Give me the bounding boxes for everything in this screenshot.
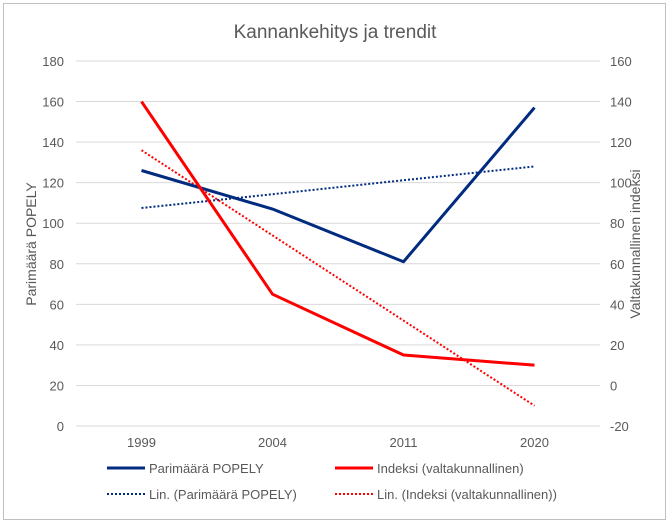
y-left-tick-label: 140	[42, 135, 64, 150]
chart-title: Kannankehitys ja trendit	[234, 22, 438, 43]
y-left-tick-label: 160	[42, 95, 64, 110]
legend-label: Parimäärä POPELY	[149, 461, 264, 476]
y-right-tick-label: 60	[610, 257, 624, 272]
y-left-tick-label: 180	[42, 54, 64, 69]
y-left-tick-label: 60	[50, 297, 64, 312]
y-left-tick-label: 80	[50, 257, 64, 272]
y-right-tick-label: 40	[610, 297, 624, 312]
y-left-axis-label: Parimäärä POPELY	[23, 182, 39, 306]
x-tick-label: 2004	[258, 435, 287, 450]
series-line	[141, 106, 536, 264]
y-left-tick-label: 100	[42, 216, 64, 231]
legend-label: Lin. (Parimäärä POPELY)	[149, 487, 297, 502]
y-right-tick-label: 0	[610, 378, 617, 393]
y-right-tick-label: 120	[610, 135, 632, 150]
y-right-tick-label: 100	[610, 176, 632, 191]
y-left-tick-label: 20	[50, 378, 64, 393]
y-right-tick-label: 140	[610, 95, 632, 110]
legend-label: Lin. (Indeksi (valtakunnallinen))	[377, 487, 557, 502]
legend-label: Indeksi (valtakunnallinen)	[377, 461, 524, 476]
y-right-tick-label: 20	[610, 338, 624, 353]
y-right-tick-label: 80	[610, 216, 624, 231]
chart-frame	[3, 3, 666, 520]
series-line	[140, 100, 535, 367]
trendline	[141, 165, 535, 210]
y-right-tick-label: -20	[610, 419, 629, 434]
y-right-axis-label: Valtakunnallinen indeksi	[627, 169, 643, 318]
y-left-tick-label: 120	[42, 176, 64, 191]
x-tick-label: 2020	[520, 435, 549, 450]
y-left-tick-label: 0	[57, 419, 64, 434]
x-tick-label: 2011	[390, 435, 418, 450]
x-tick-label: 1999	[127, 435, 156, 450]
y-right-tick-label: 160	[610, 54, 632, 69]
y-left-tick-label: 40	[50, 338, 64, 353]
